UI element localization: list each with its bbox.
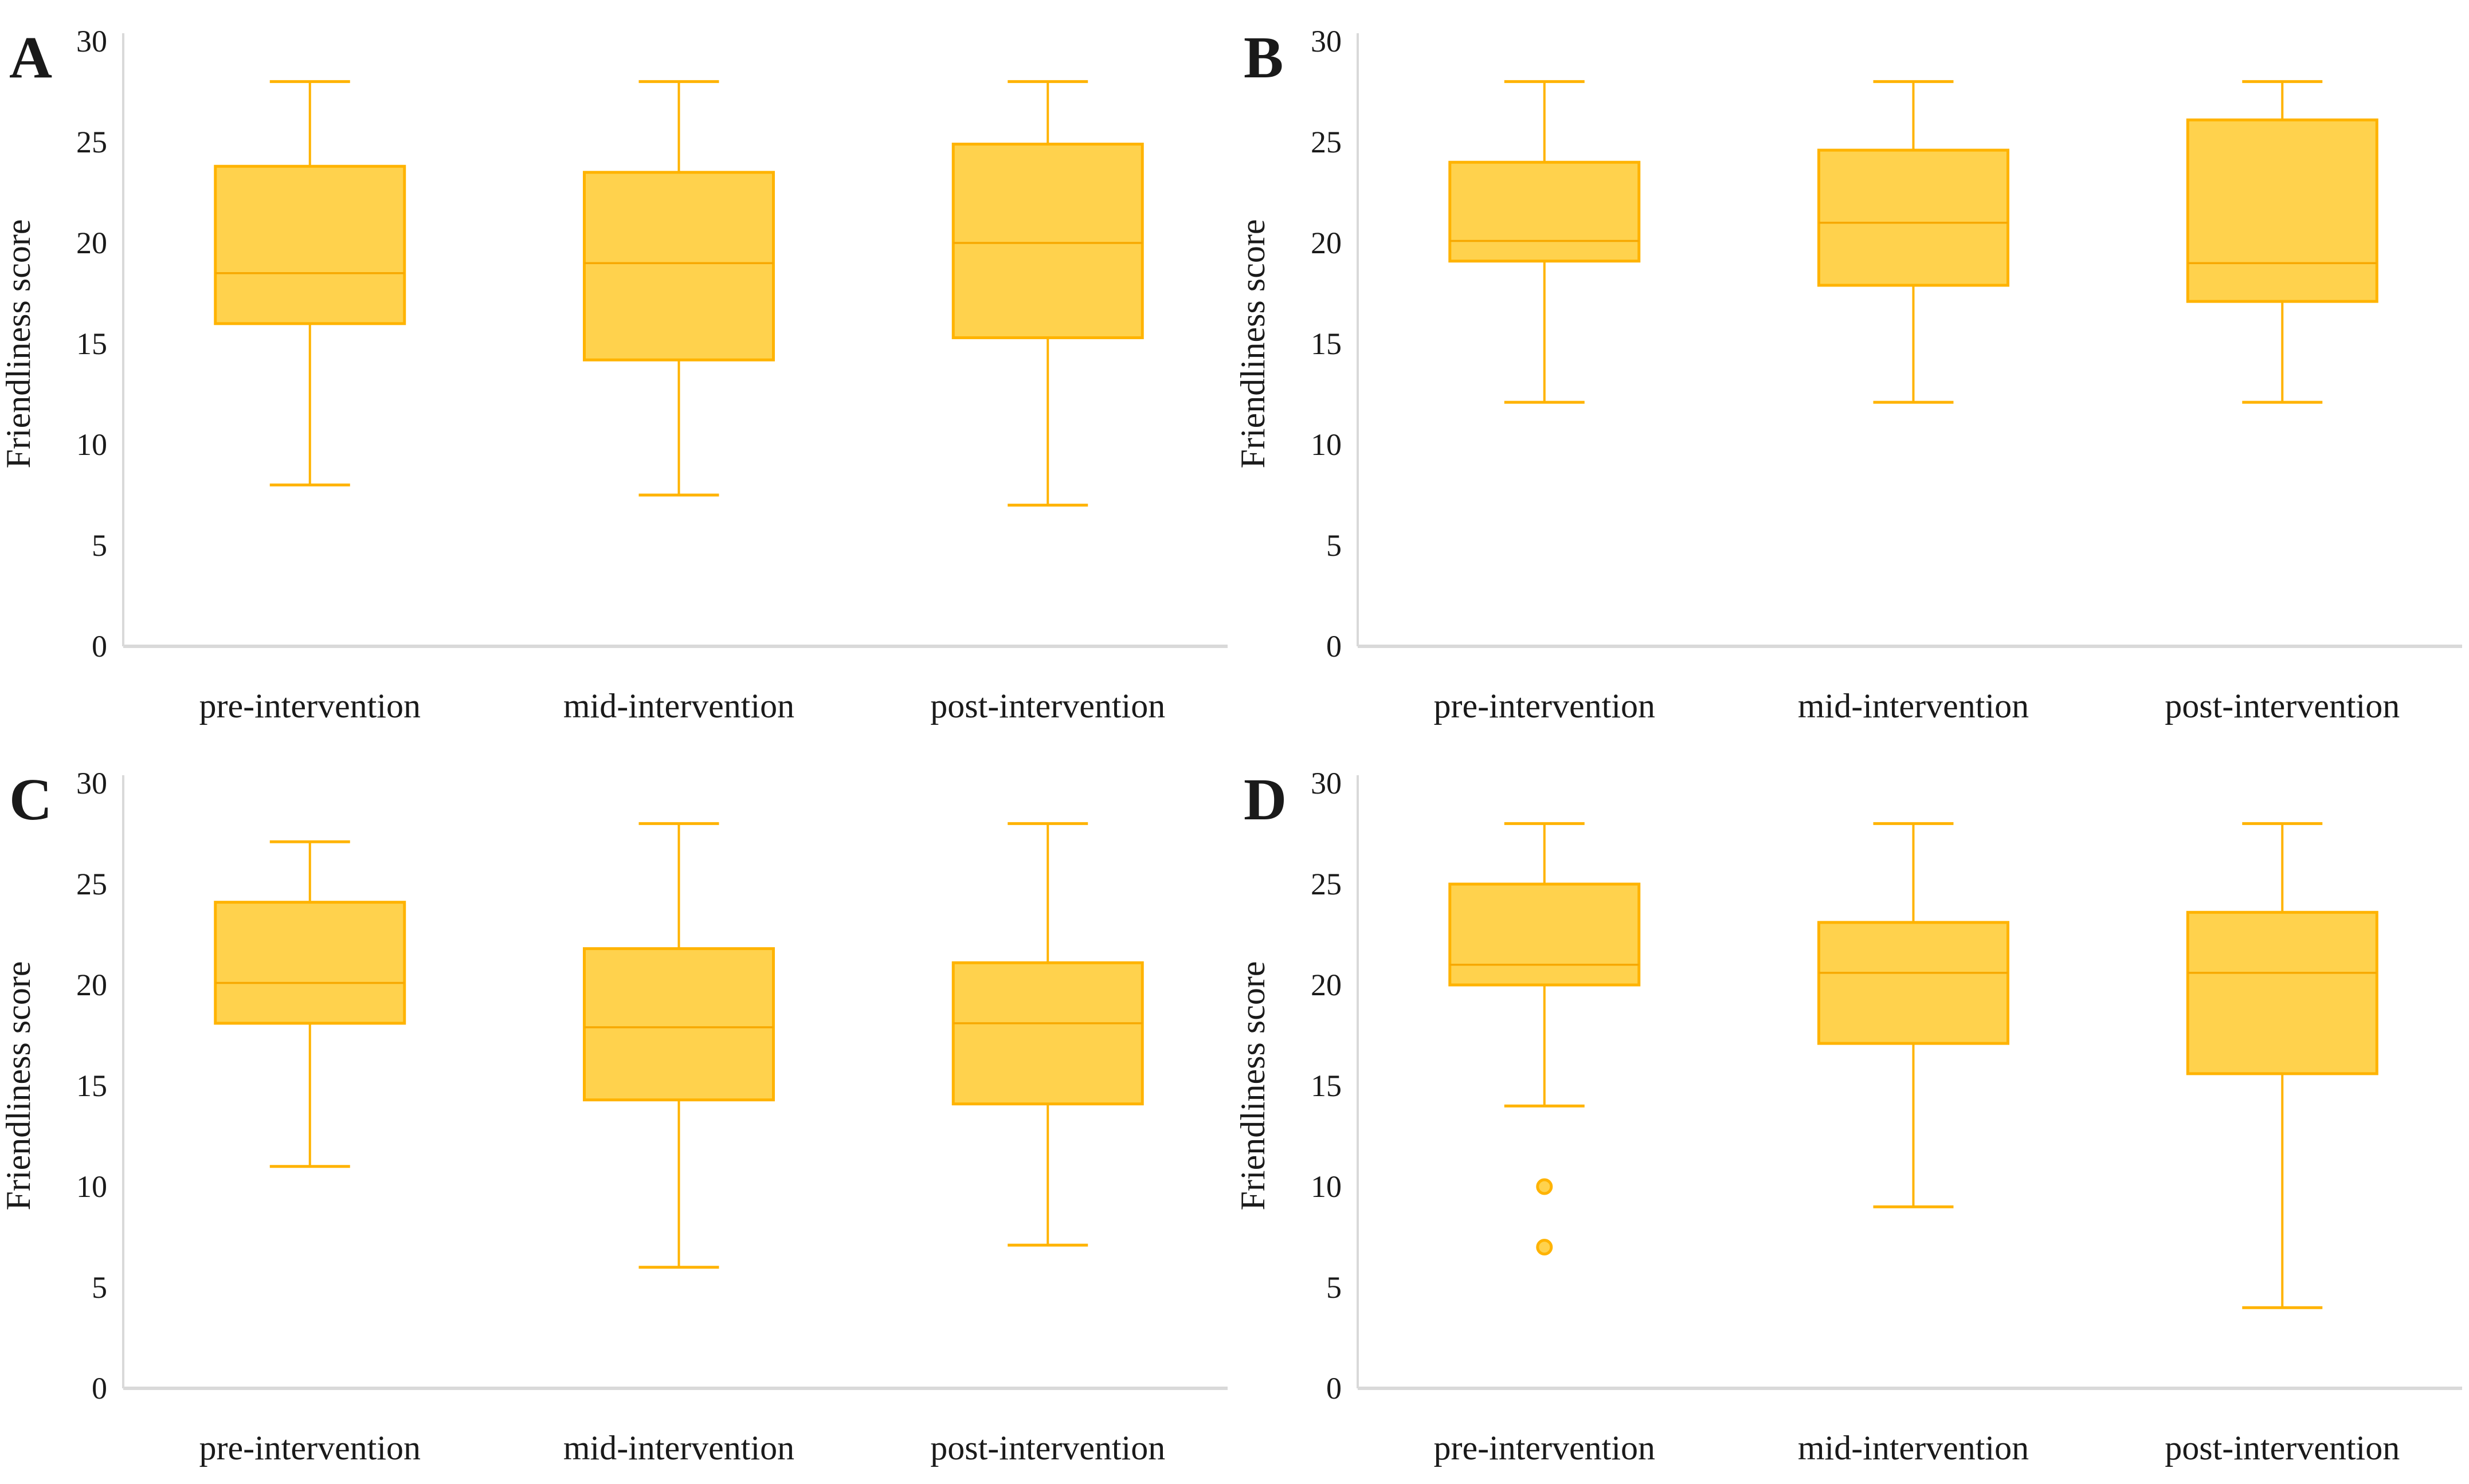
y-tick-label: 25 — [76, 125, 107, 159]
y-tick-label: 15 — [76, 1069, 107, 1103]
boxplot-group — [2186, 80, 2378, 404]
boxplot-chart: C Friendliness score 0 5 10 15 20 25 30 pre-inter… — [0, 766, 1228, 1467]
y-tick-label: 25 — [1311, 125, 1342, 159]
y-tick-label: 5 — [92, 528, 107, 563]
box-iqr — [1448, 882, 1641, 987]
y-tick-label: 5 — [1326, 1270, 1342, 1305]
y-tick-label: 30 — [76, 24, 107, 58]
y-axis-label: Friendliness score — [1234, 219, 1272, 469]
x-category-label: post-intervention — [930, 687, 1165, 725]
boxplot-group — [1817, 80, 2009, 404]
panel-D: D Friendliness score 0 5 10 15 20 25 30 pre-inter… — [1234, 742, 2469, 1484]
y-tick-label: 5 — [92, 1270, 107, 1305]
y-tick-label: 15 — [1311, 327, 1342, 361]
panel-A: A Friendliness score 0 5 10 15 20 25 30 pre-inter… — [0, 0, 1234, 742]
box-iqr — [2186, 118, 2378, 303]
y-tick-label: 20 — [1311, 226, 1342, 260]
panel-B: B Friendliness score 0 5 10 15 20 25 30 pre-inter… — [1234, 0, 2469, 742]
box-iqr — [214, 164, 406, 325]
y-tick-label: 10 — [1311, 1169, 1342, 1204]
x-category-label: pre-intervention — [199, 687, 421, 725]
y-tick-label: 20 — [76, 968, 107, 1002]
x-category-label: post-intervention — [2165, 1429, 2400, 1467]
panel-letter: A — [9, 25, 52, 91]
y-axis-label: Friendliness score — [0, 219, 37, 469]
y-tick-label: 30 — [1311, 24, 1342, 58]
boxplot-group — [583, 822, 775, 1269]
x-category-label: pre-intervention — [1433, 687, 1655, 725]
panel-letter: D — [1244, 767, 1287, 833]
panel-C: C Friendliness score 0 5 10 15 20 25 30 pre-inter… — [0, 742, 1234, 1484]
x-category-label: pre-intervention — [1433, 1429, 1655, 1467]
y-tick-label: 20 — [76, 226, 107, 260]
boxplot-group — [1817, 822, 2009, 1208]
panel-letter: B — [1244, 25, 1283, 91]
y-tick-label: 30 — [76, 766, 107, 800]
x-category-label: mid-intervention — [1798, 687, 2029, 725]
boxplot-group — [951, 822, 1144, 1247]
boxplot-group — [1448, 80, 1641, 404]
outlier-dot — [1536, 1239, 1553, 1256]
y-tick-label: 10 — [76, 1169, 107, 1204]
boxplot-group — [583, 80, 775, 497]
boxplot-chart: A Friendliness score 0 5 10 15 20 25 30 pre-inter… — [0, 24, 1228, 725]
boxplot-chart: B Friendliness score 0 5 10 15 20 25 30 pre-inter… — [1234, 24, 2462, 725]
x-category-label: mid-intervention — [563, 687, 794, 725]
boxplot-group — [214, 80, 406, 486]
y-tick-label: 10 — [1311, 427, 1342, 462]
y-axis-label: Friendliness score — [0, 961, 37, 1211]
y-tick-label: 0 — [92, 1371, 107, 1406]
y-tick-label: 0 — [1326, 1371, 1342, 1406]
box-iqr — [951, 143, 1144, 339]
boxplot-group — [214, 840, 406, 1168]
y-tick-label: 15 — [76, 327, 107, 361]
y-axis-label: Friendliness score — [1234, 961, 1272, 1211]
box-iqr — [2186, 910, 2378, 1075]
boxplot-group — [1448, 822, 1641, 1256]
y-tick-label: 10 — [76, 427, 107, 462]
y-tick-label: 15 — [1311, 1069, 1342, 1103]
box-iqr — [1817, 921, 2009, 1045]
box-iqr — [1448, 160, 1641, 263]
x-category-label: mid-intervention — [563, 1429, 794, 1467]
box-iqr — [1817, 148, 2009, 287]
box-iqr — [583, 171, 775, 362]
x-category-label: pre-intervention — [199, 1429, 421, 1467]
y-tick-label: 5 — [1326, 528, 1342, 563]
outlier-dot — [1536, 1178, 1553, 1195]
x-category-label: post-intervention — [930, 1429, 1165, 1467]
x-category-label: mid-intervention — [1798, 1429, 2029, 1467]
panel-letter: C — [9, 767, 52, 833]
x-category-label: post-intervention — [2165, 687, 2400, 725]
y-tick-label: 25 — [1311, 867, 1342, 901]
boxplot-group — [2186, 822, 2378, 1309]
y-tick-label: 25 — [76, 867, 107, 901]
y-tick-label: 0 — [92, 629, 107, 664]
boxplot-group — [951, 80, 1144, 507]
y-tick-label: 20 — [1311, 968, 1342, 1002]
boxplot-chart: D Friendliness score 0 5 10 15 20 25 30 pre-inter… — [1234, 766, 2462, 1467]
box-iqr — [583, 947, 775, 1102]
box-iqr — [951, 961, 1144, 1106]
box-iqr — [214, 901, 406, 1025]
y-tick-label: 0 — [1326, 629, 1342, 664]
y-tick-label: 30 — [1311, 766, 1342, 800]
